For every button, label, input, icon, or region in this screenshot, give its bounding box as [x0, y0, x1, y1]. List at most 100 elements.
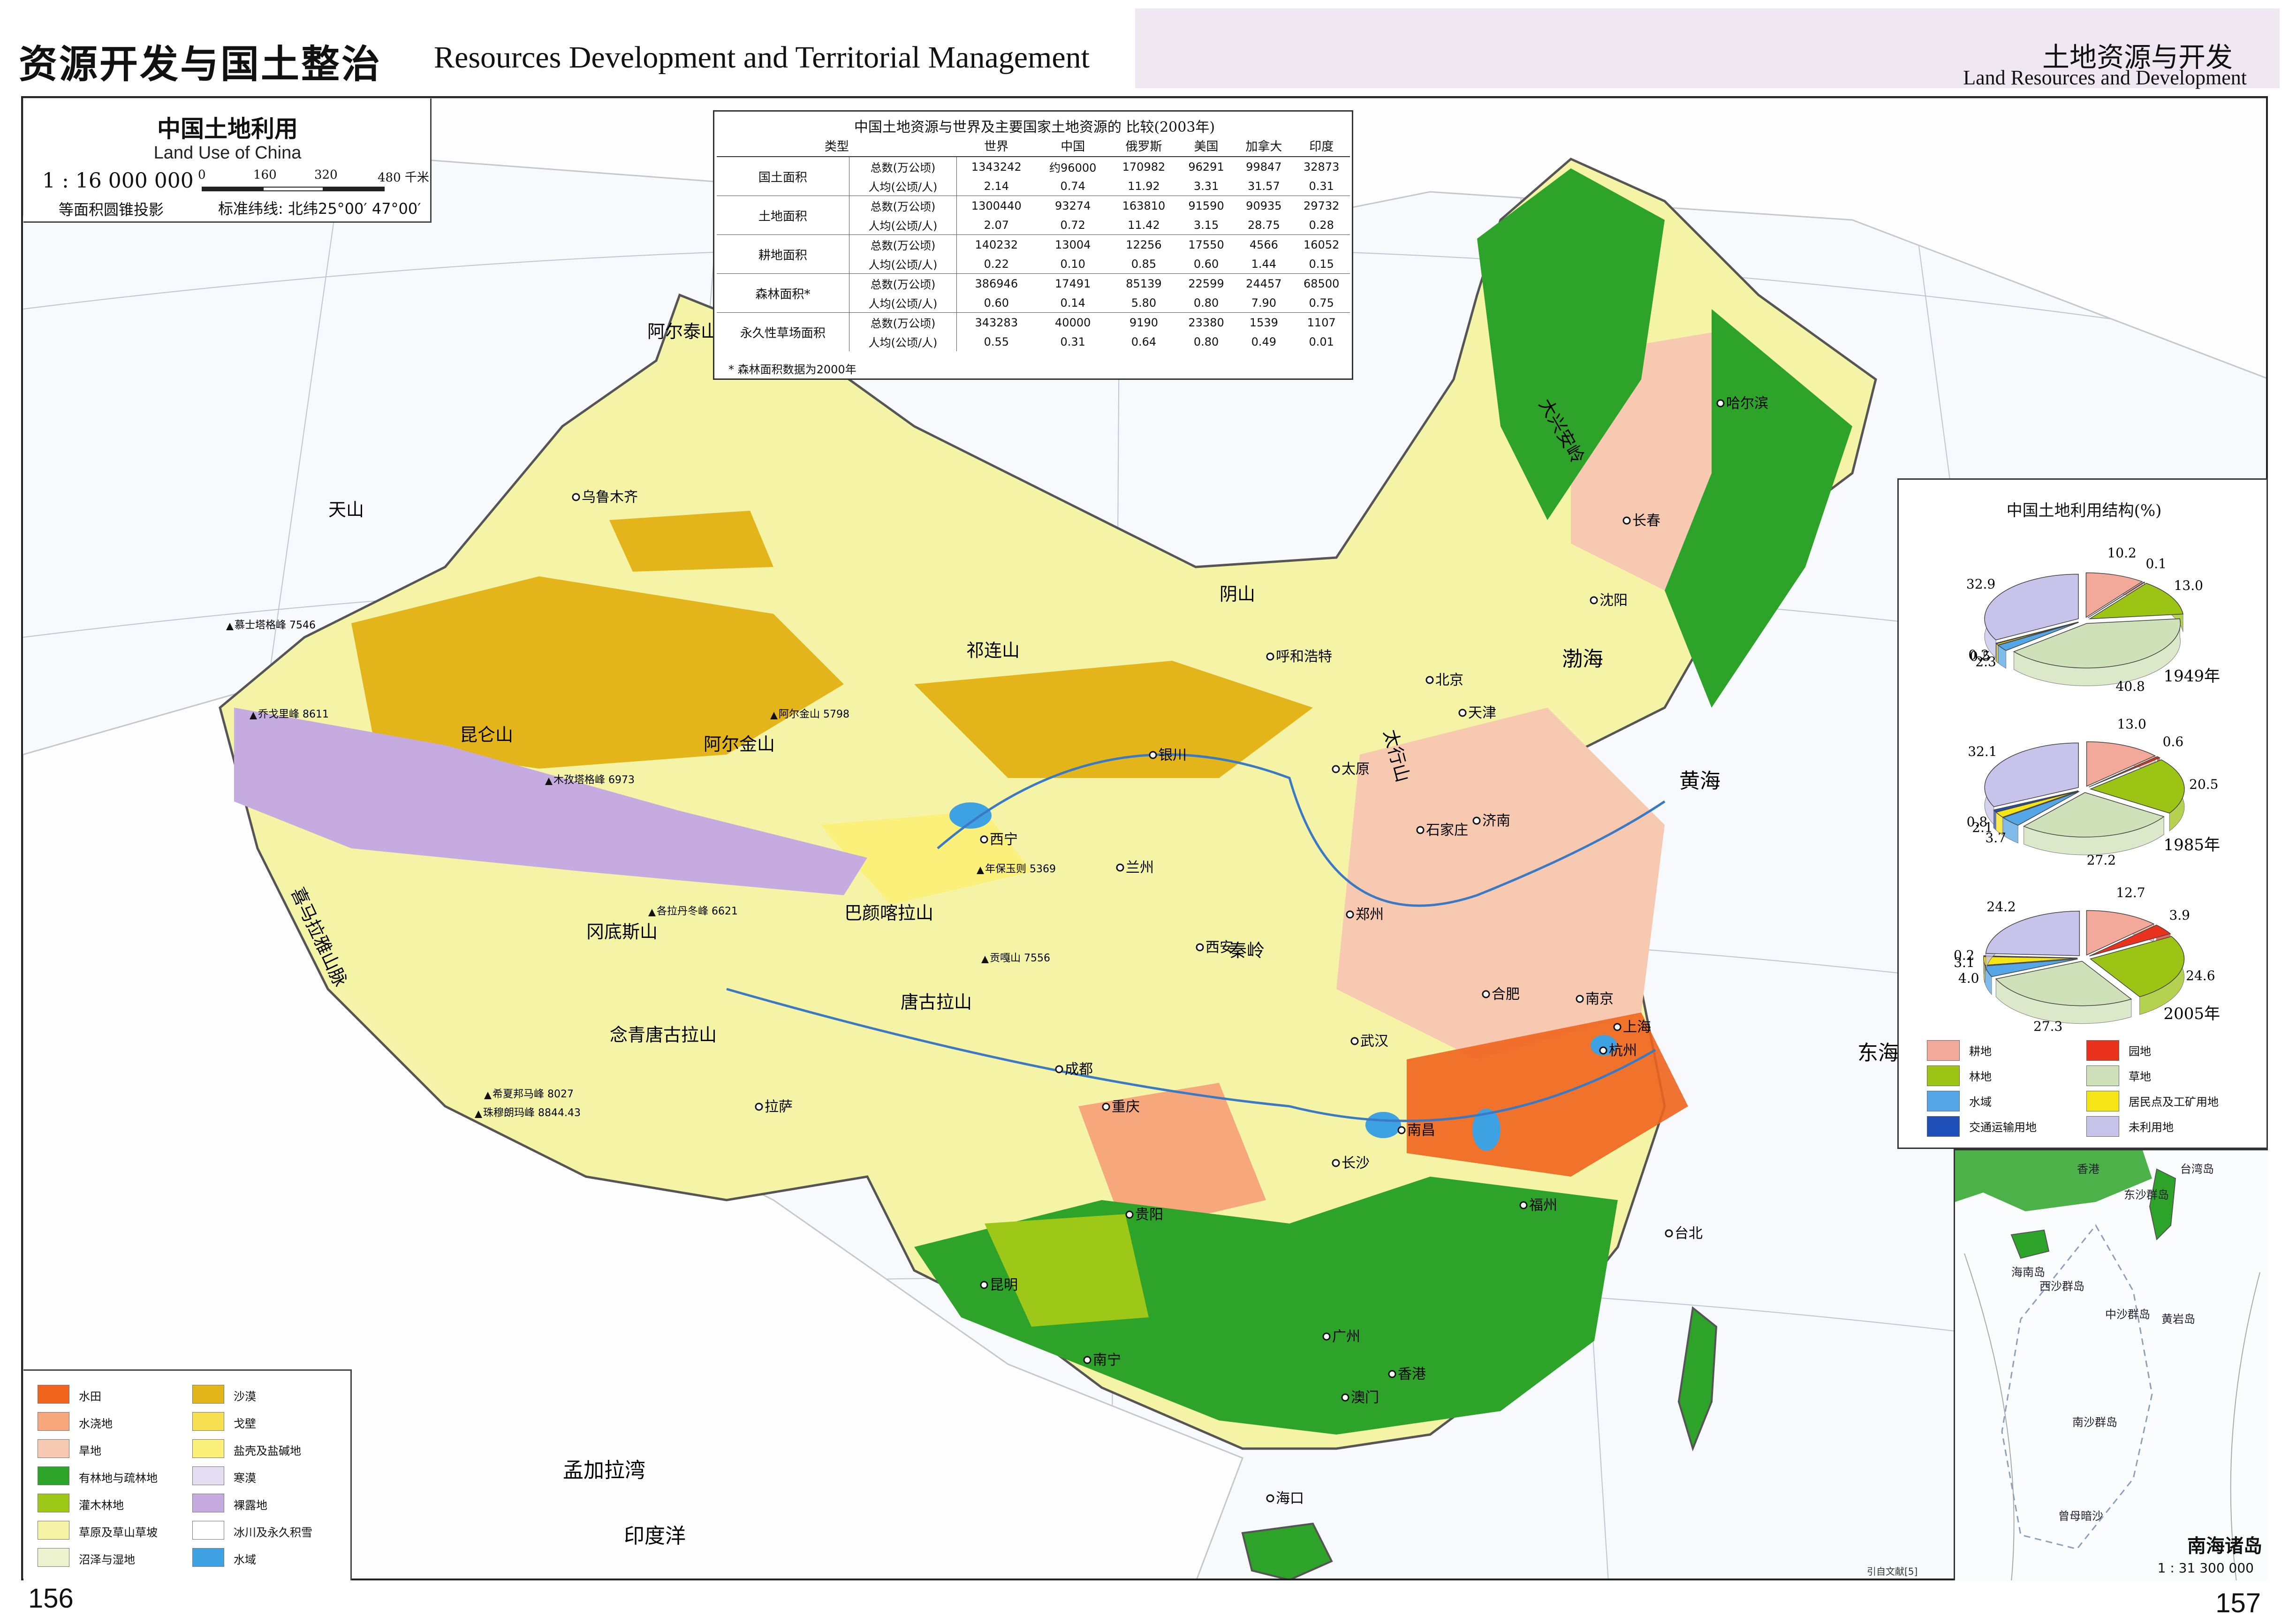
- table-cell: 0.22: [984, 257, 1009, 271]
- structure-legend-swatch: [1927, 1065, 1960, 1086]
- mountain-range-label: 太行山: [1379, 727, 1413, 785]
- pie-slice: [2086, 741, 2156, 787]
- structure-legend-swatch: [2086, 1040, 2119, 1061]
- table-sub-label: 人均(公顷/人): [849, 215, 957, 235]
- table-group-label: 耕地面积: [717, 234, 849, 274]
- structure-pie-charts: 10.20.113.040.82.30.50.232.91949年13.00.6…: [1954, 545, 2220, 1033]
- pie-year-label: 1985年: [2163, 836, 2220, 854]
- city-marker: [1665, 1229, 1673, 1238]
- pie-value-label: 0.2: [1954, 947, 1975, 963]
- peak-icon: [648, 909, 656, 916]
- mountain-range-label: 昆仑山: [460, 725, 513, 745]
- table-row: 人均(公顷/人) 2.14 0.74 11.92 3.31 31.57 0.31: [717, 176, 1350, 196]
- table-sub-label: 人均(公顷/人): [849, 176, 957, 196]
- table-cell: 386946: [956, 273, 1036, 293]
- south-sea-islands-inset[interactable]: 东沙群岛 西沙群岛 中沙群岛 南沙群岛 黄岩岛 曾母暗沙 台湾岛 海南岛 香港 …: [1954, 1149, 2268, 1580]
- peak-label: 各拉丹冬峰 6621: [657, 906, 738, 917]
- legend-swatch: [38, 1412, 69, 1431]
- structure-legend-label: 林地: [1969, 1070, 1992, 1083]
- yangtze-river: [726, 988, 1656, 1122]
- city-label: 福州: [1529, 1197, 1557, 1214]
- changbai-forest: [1665, 309, 1852, 708]
- city-marker: [1332, 1159, 1340, 1167]
- city-label: 天津: [1468, 705, 1496, 721]
- pie-value-label: 4.0: [1958, 970, 1979, 986]
- city-label: 拉萨: [765, 1099, 793, 1115]
- inset-scale: 1 : 31 300 000: [2157, 1560, 2254, 1576]
- peak-label: 年保玉则 5369: [985, 863, 1056, 875]
- table-cell: 0.60: [1193, 257, 1219, 271]
- pie-slice: [2086, 910, 2155, 956]
- inset-label-huangyan: 黄岩岛: [2161, 1313, 2195, 1326]
- yunnan-shrub: [985, 1214, 1149, 1327]
- table-cell: 4566: [1235, 234, 1293, 254]
- page-title-en: Resources Development and Territorial Ma…: [434, 40, 1090, 75]
- mountain-range-label: 阿尔泰山: [647, 321, 719, 342]
- table-sub-label: 人均(公顷/人): [849, 332, 957, 351]
- pie-year-label: 1949年: [2163, 667, 2220, 686]
- city-label: 成都: [1065, 1061, 1093, 1078]
- table-cell: 91590: [1177, 196, 1235, 215]
- map-frame[interactable]: [21, 96, 2268, 1580]
- table-cell: 140232: [956, 234, 1036, 254]
- city-marker: [1622, 516, 1631, 525]
- sea-label: 孟加拉湾: [563, 1458, 645, 1482]
- city-marker: [1346, 910, 1354, 919]
- city-marker: [1716, 399, 1725, 408]
- structure-legend-swatch: [2086, 1116, 2119, 1137]
- city-label: 南宁: [1093, 1352, 1121, 1368]
- city-marker: [1388, 1370, 1396, 1378]
- table-cell: 99847: [1246, 160, 1282, 174]
- hainan-island: [1241, 1522, 1333, 1579]
- qinghai-lake: [949, 802, 992, 829]
- table-cell: 1300440: [956, 196, 1036, 215]
- structure-legend-swatch: [1927, 1091, 1960, 1111]
- table-cell: 9190: [1110, 312, 1178, 332]
- table-cell: 17491: [1036, 273, 1110, 293]
- sea-label: 黄海: [1679, 769, 1721, 793]
- inset-label-hongkong: 香港: [2077, 1163, 2100, 1176]
- peak-label: 木孜塔格峰 6973: [553, 774, 635, 786]
- table-cell: 0.75: [1309, 296, 1334, 310]
- city-marker: [1576, 995, 1584, 1003]
- peak-icon: [545, 778, 553, 785]
- inset-label-xisha: 西沙群岛: [2039, 1280, 2084, 1293]
- inset-label-nansha: 南沙群岛: [2072, 1416, 2117, 1429]
- legend-label: 寒漠: [234, 1472, 256, 1485]
- table-row: 人均(公顷/人) 0.55 0.31 0.64 0.80 0.49 0.01: [717, 332, 1350, 351]
- table-cell: 3.31: [1193, 179, 1219, 193]
- legend-swatch: [192, 1412, 224, 1431]
- source-credit: 引自文献[5]: [1867, 1566, 1918, 1577]
- pie-slice: [1983, 955, 2078, 959]
- city-label: 合肥: [1492, 986, 1520, 1003]
- city-marker: [1332, 765, 1340, 773]
- city-label: 台北: [1675, 1225, 1703, 1242]
- scalebar-tick-480: 480 千米: [378, 171, 429, 185]
- table-sub-label: 总数(万公顷): [849, 312, 957, 332]
- page-number-left: 156: [28, 1583, 74, 1614]
- comparison-table-box: 中国土地资源与世界及主要国家土地资源的 比较(2003年) 类型 世界 中国 俄…: [713, 110, 1353, 380]
- mountain-range-label: 唐古拉山: [901, 992, 972, 1012]
- legend-swatch: [192, 1548, 224, 1567]
- legend-label: 盐壳及盐碱地: [234, 1444, 301, 1458]
- city-label: 广州: [1332, 1329, 1360, 1345]
- pie-value-label: 27.2: [2087, 852, 2116, 868]
- table-cell: 93274: [1036, 196, 1110, 215]
- table-cell: 5.80: [1131, 296, 1157, 310]
- peak-label: 希夏邦马峰 8027: [493, 1088, 574, 1100]
- city-label: 太原: [1342, 761, 1370, 778]
- city-label: 西宁: [990, 831, 1018, 848]
- table-header: 印度: [1293, 135, 1350, 157]
- table-sub-label: 人均(公顷/人): [849, 293, 957, 313]
- city-label: 郑州: [1356, 906, 1384, 923]
- table-group-label: 永久性草场面积: [717, 312, 849, 351]
- city-marker: [980, 835, 988, 844]
- pie-slice: [2088, 582, 2145, 619]
- city-label: 长春: [1632, 513, 1660, 529]
- pie-chart: 10.2 0.1 13.0 40.8 2.30.50.2 32.9 1949年: [1966, 545, 2220, 695]
- pie-slice: [1995, 960, 2132, 1006]
- page-number-right: 157: [2215, 1588, 2261, 1618]
- city-label: 南京: [1585, 991, 1614, 1007]
- structure-legend-label: 水域: [1969, 1095, 1992, 1109]
- china-land-use-map[interactable]: [23, 98, 2268, 1580]
